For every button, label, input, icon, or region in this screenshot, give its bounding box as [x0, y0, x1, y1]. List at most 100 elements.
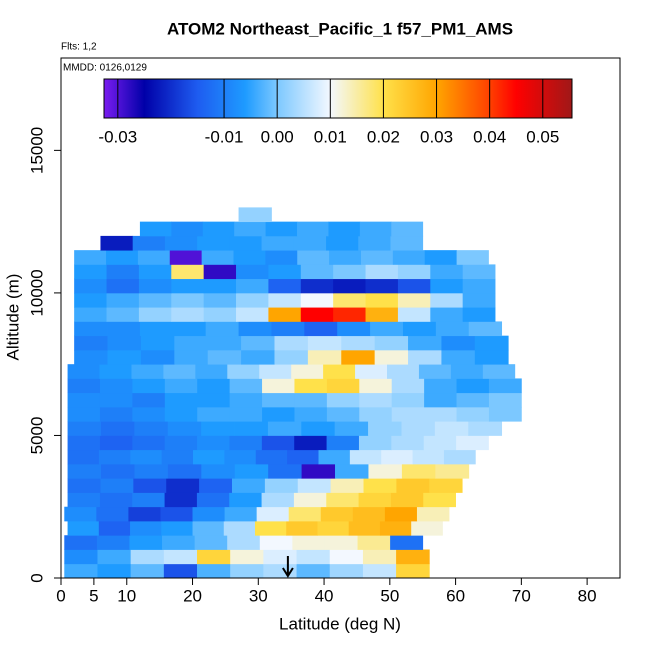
heat-cell [304, 321, 338, 337]
heat-cell [262, 406, 295, 422]
heat-cell [201, 421, 235, 436]
heat-cell [67, 463, 102, 479]
heat-cell [333, 278, 366, 294]
heat-cell [174, 335, 209, 351]
heat-cell [297, 221, 329, 237]
heat-cell [229, 378, 263, 394]
heat-cell [326, 492, 359, 508]
heat-cell [296, 549, 331, 565]
heat-cell [132, 435, 166, 451]
heat-cell [64, 506, 97, 522]
heat-cell [199, 478, 233, 493]
colorbar-tick-label: 0.02 [367, 127, 400, 146]
heat-cell [132, 492, 165, 508]
heat-cell [131, 364, 164, 379]
heat-cell [300, 307, 334, 322]
heat-cell [255, 449, 288, 465]
heat-cell [74, 264, 107, 280]
heat-cell [230, 563, 264, 579]
heat-cell [474, 349, 509, 365]
heat-cell [207, 335, 242, 351]
heat-cell [201, 250, 234, 265]
heat-cell [329, 563, 364, 579]
heat-cell [390, 492, 424, 508]
heat-cell [227, 535, 261, 550]
heat-cell [129, 535, 163, 550]
heat-cell [333, 307, 366, 322]
heat-cell [349, 449, 382, 465]
heat-cell [67, 421, 102, 436]
heat-cell [224, 506, 258, 522]
heat-cell [474, 335, 509, 351]
heat-cell [423, 435, 457, 451]
heat-cell [255, 520, 287, 536]
heat-cell [169, 250, 203, 265]
heat-cell [160, 506, 193, 522]
heat-cell [74, 292, 107, 308]
heat-cell [365, 292, 399, 308]
heat-cell [362, 549, 397, 565]
heat-cell [328, 221, 361, 237]
heat-cell [456, 435, 489, 451]
heat-cell [97, 563, 132, 579]
heat-cell [294, 435, 327, 451]
heat-cell [193, 449, 225, 465]
heat-cell [261, 235, 295, 251]
heat-cell [320, 506, 354, 522]
heat-cell [97, 549, 132, 565]
heat-cell [107, 349, 142, 365]
heat-cell [261, 492, 295, 508]
colorbar-tick-label: 0.00 [261, 127, 294, 146]
heat-cell [132, 235, 166, 251]
heat-cell [329, 250, 362, 265]
colorbar-tick-label: 0.03 [420, 127, 453, 146]
heat-cell [67, 478, 101, 493]
heat-cell [268, 307, 302, 322]
heat-cell [99, 378, 133, 394]
heat-cell [456, 378, 490, 394]
heat-cell [67, 520, 100, 536]
heat-cell [197, 378, 231, 394]
colorbar-tick-label: 0.04 [473, 127, 506, 146]
heat-cell [197, 406, 231, 422]
heat-cell [229, 406, 263, 422]
y-tick-label: 10000 [27, 269, 46, 316]
heat-cell [171, 278, 205, 294]
heat-cell [202, 221, 235, 237]
heat-cell [293, 235, 327, 251]
heat-cell [196, 492, 230, 508]
heat-cell [288, 506, 322, 522]
heat-cell [96, 535, 130, 550]
heat-cell [424, 250, 457, 265]
heat-cell [337, 321, 371, 337]
heat-cell [355, 364, 388, 379]
heat-cell [67, 364, 100, 379]
heat-cell [368, 463, 403, 479]
heat-cell [396, 549, 430, 565]
heat-cell [326, 235, 359, 251]
heat-cell [164, 406, 198, 422]
x-tick-label: 80 [578, 586, 597, 605]
heat-cell [456, 250, 489, 265]
x-tick-label: 20 [183, 586, 202, 605]
heat-cell [167, 421, 202, 436]
heat-cell [106, 307, 140, 322]
heat-cell [462, 278, 496, 294]
heat-cell [224, 449, 257, 465]
heat-cell [74, 250, 107, 265]
heat-cell [64, 563, 98, 579]
heat-cell [194, 535, 228, 550]
heat-cell [130, 449, 163, 465]
heat-cell [412, 449, 445, 465]
heat-cell [267, 421, 302, 436]
heat-cell [133, 478, 167, 493]
heat-cell [352, 506, 386, 522]
heat-cell [402, 321, 437, 337]
heat-cell [138, 278, 172, 294]
heat-cell [139, 221, 172, 237]
heat-cell [171, 292, 205, 308]
heat-cell [274, 349, 309, 365]
heat-cell [401, 421, 436, 436]
heat-cell [67, 392, 101, 408]
